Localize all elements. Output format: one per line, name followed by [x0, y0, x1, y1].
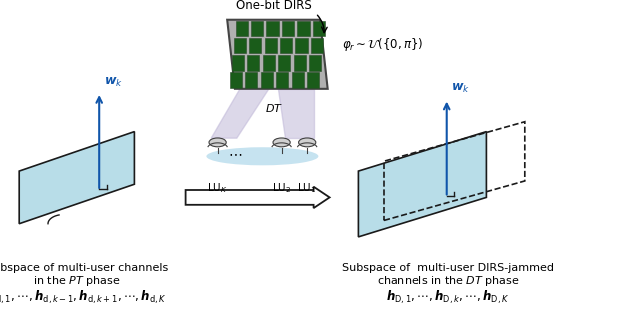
Bar	[311, 38, 323, 54]
Text: in the $PT$ phase: in the $PT$ phase	[33, 274, 120, 288]
Bar	[251, 21, 263, 36]
Text: $DT$: $DT$	[265, 102, 283, 114]
Text: $\cdots$: $\cdots$	[228, 146, 243, 160]
Bar	[296, 38, 308, 54]
Text: One-bit DIRS: One-bit DIRS	[236, 0, 312, 12]
Text: $\boldsymbol{w}_k$: $\boldsymbol{w}_k$	[451, 82, 470, 95]
Bar	[294, 55, 306, 71]
Circle shape	[209, 138, 226, 147]
Bar	[249, 38, 261, 54]
Bar	[266, 21, 279, 36]
Bar	[230, 72, 242, 88]
Bar	[309, 55, 321, 71]
Text: $\boldsymbol{h}_{\mathrm{d},1},\cdots, \boldsymbol{h}_{\mathrm{d},k-1}, \boldsym: $\boldsymbol{h}_{\mathrm{d},1},\cdots, \…	[0, 289, 166, 306]
Bar	[260, 72, 273, 88]
Bar	[292, 72, 304, 88]
Ellipse shape	[206, 147, 319, 165]
Text: $\mathrm{LU}_{1}$: $\mathrm{LU}_{1}$	[298, 181, 317, 195]
Bar	[236, 21, 248, 36]
Circle shape	[299, 138, 316, 147]
Text: $\boldsymbol{h}_{\mathrm{D},1}, \cdots, \boldsymbol{h}_{\mathrm{D},k}, \cdots, \: $\boldsymbol{h}_{\mathrm{D},1}, \cdots, …	[387, 289, 509, 306]
Bar	[298, 21, 310, 36]
Bar	[245, 72, 257, 88]
Bar	[307, 72, 319, 88]
Circle shape	[273, 138, 290, 147]
Bar	[262, 55, 275, 71]
Polygon shape	[227, 20, 328, 89]
Bar	[232, 55, 244, 71]
Bar	[278, 55, 291, 71]
Bar	[280, 38, 292, 54]
FancyArrow shape	[186, 187, 330, 208]
Text: Subspace of multi-user channels: Subspace of multi-user channels	[0, 263, 168, 273]
Polygon shape	[211, 89, 269, 138]
Bar	[234, 38, 246, 54]
Text: channels in the $DT$ phase: channels in the $DT$ phase	[376, 274, 520, 288]
Bar	[313, 21, 325, 36]
Bar	[276, 72, 289, 88]
Bar	[282, 21, 294, 36]
Text: $\varphi_r \sim \mathcal{U}(\{0, \pi\})$: $\varphi_r \sim \mathcal{U}(\{0, \pi\})$	[342, 36, 424, 53]
Bar	[264, 38, 276, 54]
Polygon shape	[358, 132, 486, 237]
Text: $\mathrm{LU}_{2}$: $\mathrm{LU}_{2}$	[272, 181, 291, 195]
Text: $\mathrm{LU}_{K}$: $\mathrm{LU}_{K}$	[207, 181, 228, 195]
Polygon shape	[278, 89, 314, 138]
Polygon shape	[19, 132, 134, 224]
Text: $\boldsymbol{w}_k$: $\boldsymbol{w}_k$	[104, 76, 123, 89]
Text: Subspace of  multi-user DIRS-jammed: Subspace of multi-user DIRS-jammed	[342, 263, 554, 273]
Bar	[247, 55, 259, 71]
